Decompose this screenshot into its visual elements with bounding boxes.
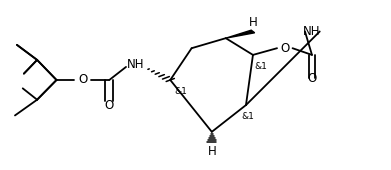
Text: NH: NH bbox=[303, 25, 321, 38]
Text: O: O bbox=[105, 99, 114, 112]
Text: H: H bbox=[208, 144, 216, 158]
Text: O: O bbox=[78, 73, 88, 87]
Text: &1: &1 bbox=[242, 112, 255, 121]
Text: O: O bbox=[280, 42, 289, 55]
Text: &1: &1 bbox=[174, 87, 187, 96]
Text: H: H bbox=[249, 16, 257, 29]
Polygon shape bbox=[226, 30, 255, 38]
Text: &1: &1 bbox=[254, 62, 267, 71]
Text: O: O bbox=[307, 72, 317, 85]
Text: NH: NH bbox=[127, 58, 144, 71]
